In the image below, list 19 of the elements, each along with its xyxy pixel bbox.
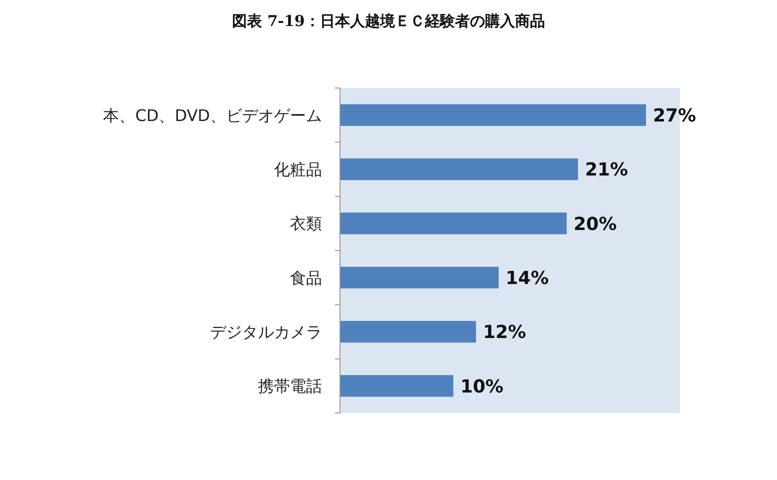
y-tick-label: 衣類 — [290, 214, 322, 234]
data-label: 27% — [653, 106, 696, 127]
data-label: 21% — [585, 160, 628, 181]
y-tick-label: 携帯電話 — [258, 376, 322, 396]
y-tick-label: デジタルカメラ — [210, 322, 322, 342]
chart-title: 図表 7-19：日本人越境ＥＣ経験者の購入商品 — [232, 12, 545, 30]
y-tick-label: 本、CD、DVD、ビデオゲーム — [103, 106, 322, 125]
bar — [340, 266, 499, 288]
y-tick-label: 化粧品 — [274, 160, 322, 180]
bar — [340, 375, 454, 397]
data-label: 20% — [574, 214, 617, 235]
data-label: 14% — [506, 268, 549, 290]
data-label: 12% — [483, 322, 526, 344]
data-label: 10% — [460, 376, 504, 398]
bar — [340, 158, 578, 180]
y-tick-label: 食品 — [290, 268, 322, 288]
bar — [340, 320, 476, 343]
bar — [340, 212, 567, 234]
bar — [340, 104, 646, 126]
